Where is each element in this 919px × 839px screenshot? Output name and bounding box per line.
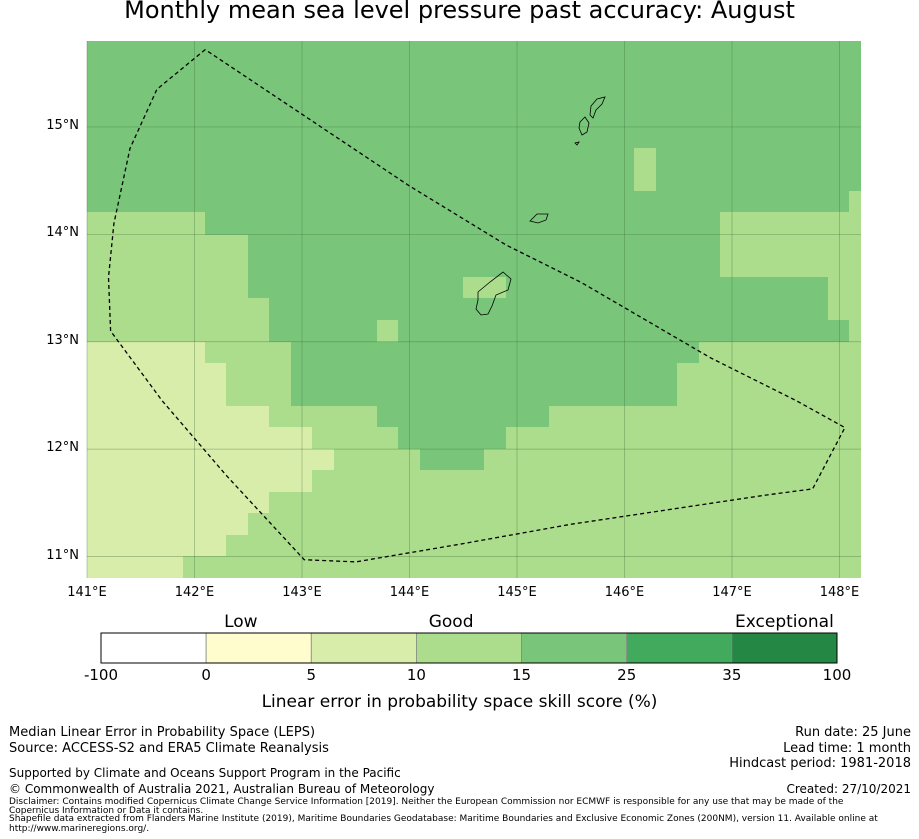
graticule (86, 41, 861, 578)
longitude-label: 141°E (67, 585, 107, 600)
footer-support: Supported by Climate and Oceans Support … (9, 766, 401, 780)
latitude-label: 12°N (46, 440, 79, 456)
colorbar-tick-label: 15 (512, 666, 532, 684)
longitude-label: 145°E (497, 585, 537, 600)
longitude-label: 143°E (282, 585, 322, 600)
latitude-label: 14°N (46, 225, 79, 241)
eez-boundary-line (107, 49, 846, 563)
colorbar-tick-label: 35 (722, 666, 742, 684)
footer-source: Source: ACCESS-S2 and ERA5 Climate Reana… (9, 741, 329, 756)
colorbar-tick-label: 10 (406, 666, 426, 684)
latitude-label: 15°N (46, 117, 79, 133)
longitude-label: 147°E (712, 585, 752, 600)
colorbar-segment (310, 632, 417, 664)
island-saipan (589, 96, 606, 119)
colorbar-segment (731, 632, 838, 664)
region-class-10-15-pocket-2 (377, 320, 398, 342)
latitude-label: 13°N (46, 332, 79, 348)
footer-disclaimer-2: Copernicus Information or Data it contai… (9, 806, 204, 816)
island-aguijan (574, 141, 580, 146)
region-class-10-15-pocket-1 (634, 148, 656, 191)
colorbar-tick-label: 100 (822, 666, 852, 684)
footer-disclaimer-3: Shapefile data extracted from Flanders M… (9, 814, 878, 824)
colorbar-qualitative-label: Low (224, 612, 258, 632)
footer-method: Median Linear Error in Probability Space… (9, 725, 316, 740)
colorbar-segment (416, 632, 522, 664)
colorbar-tick-label: 0 (201, 666, 211, 684)
map-title: Monthly mean sea level pressure past acc… (124, 0, 795, 24)
colorbar-segment (205, 632, 312, 664)
footer-disclaimer-1: Disclaimer: Contains modified Copernicus… (9, 797, 844, 807)
colorbar-segment (521, 632, 628, 664)
footer-lead-time: Lead time: 1 month (783, 741, 911, 756)
footer-created: Created: 27/10/2021 (786, 782, 911, 796)
colorbar-tick-label: -100 (83, 666, 119, 684)
region-class-10-15-pocket-3 (463, 277, 506, 298)
colorbar-tick-label: 5 (306, 666, 317, 684)
colorbar-boxes (100, 632, 838, 664)
latitude-label: 11°N (46, 547, 79, 563)
footer-copyright: © Commonwealth of Australia 2021, Austra… (9, 782, 435, 796)
colorbar-segment (100, 632, 207, 664)
longitude-label: 144°E (389, 585, 430, 600)
colorbar-outline (100, 632, 838, 664)
island-guam (475, 271, 512, 316)
colorbar-segment (626, 632, 733, 664)
longitude-label: 148°E (819, 585, 860, 600)
region-class-5-10 (87, 342, 334, 578)
skill-grid (87, 41, 861, 578)
footer-run-date: Run date: 25 June (795, 725, 911, 740)
colorbar-title: Linear error in probability space skill … (261, 692, 658, 712)
island-tinian (578, 116, 590, 136)
colorbar-tick-label: 25 (617, 666, 637, 684)
colorbar-qualitative-label: Exceptional (735, 612, 834, 632)
island-rota (529, 213, 549, 224)
footer-hindcast: Hindcast period: 1981-2018 (729, 756, 911, 771)
colorbar-qualitative-label: Good (428, 612, 474, 632)
longitude-label: 146°E (604, 585, 645, 600)
footer-disclaimer-4: http://www.marineregions.org/. (9, 824, 150, 834)
longitude-label: 142°E (174, 585, 215, 600)
island-outlines (475, 96, 606, 316)
